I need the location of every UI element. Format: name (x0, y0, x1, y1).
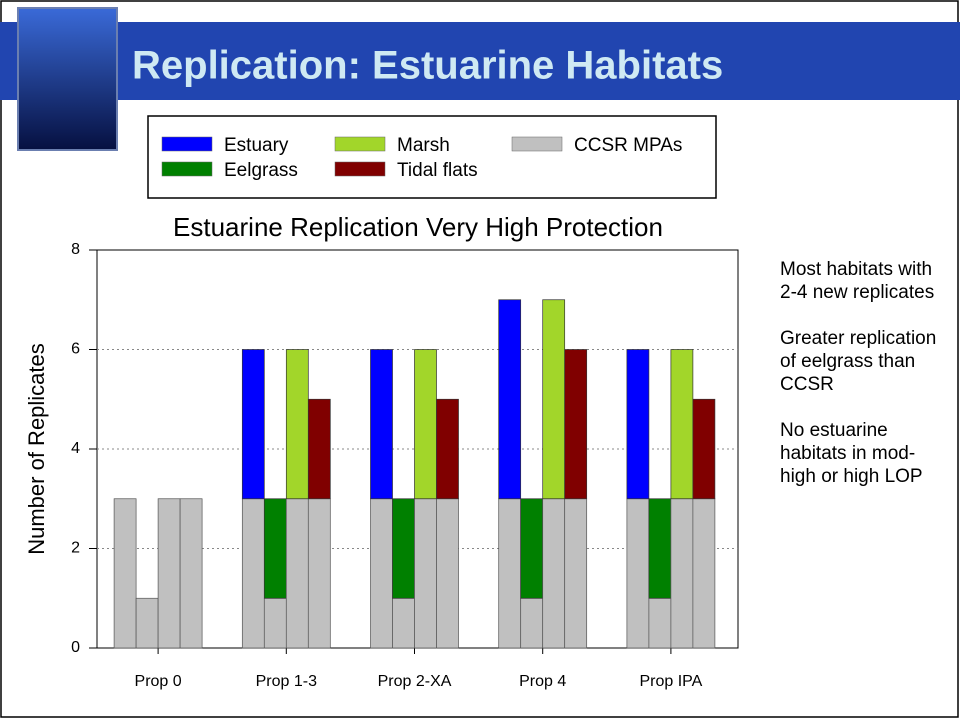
bar-baseline (157, 498, 181, 649)
x-tick-label: Prop 0 (135, 673, 182, 690)
chart-title: Estuarine Replication Very High Protecti… (173, 212, 663, 242)
y-tick-label: 2 (71, 540, 80, 557)
bar-baseline (648, 597, 672, 649)
legend-box (147, 115, 717, 199)
bar-new (648, 498, 672, 599)
bar-baseline (263, 597, 287, 649)
bar-baseline (692, 498, 716, 649)
bar-baseline (135, 597, 159, 649)
title-image (17, 7, 118, 151)
bar-baseline (498, 498, 522, 649)
bar-baseline (285, 498, 309, 649)
bar-baseline (307, 498, 331, 649)
bar-new (692, 398, 716, 500)
bar-baseline (520, 597, 544, 649)
bar-new (564, 349, 588, 500)
bar-baseline (179, 498, 203, 649)
slide-title: Replication: Estuarine Habitats (132, 44, 723, 88)
bar-baseline (626, 498, 650, 649)
bar-baseline (113, 498, 137, 649)
bar-baseline (670, 498, 694, 649)
bar-new (542, 299, 566, 500)
bar-new (670, 349, 694, 500)
y-axis-label: Number of Replicates (24, 343, 49, 555)
legend-swatch (334, 161, 386, 177)
bar-baseline (436, 498, 459, 649)
y-tick-label: 6 (71, 341, 80, 358)
x-tick-label: Prop IPA (639, 673, 702, 690)
bar-new (626, 349, 650, 500)
y-tick-label: 4 (71, 440, 80, 457)
legend-label: Tidal flats (397, 160, 478, 181)
x-tick-label: Prop 4 (519, 673, 566, 690)
bar-new (392, 498, 415, 599)
legend-label: Marsh (397, 135, 450, 156)
bar-baseline (241, 498, 265, 649)
notes: Most habitats with 2-4 new replicates Gre… (780, 258, 940, 511)
bar-new (520, 498, 544, 599)
bar-baseline (564, 498, 588, 649)
title-band (0, 22, 960, 100)
bar-new (414, 349, 437, 500)
bar-new (436, 398, 459, 500)
legend-swatch (161, 161, 213, 177)
x-tick-label: Prop 1-3 (256, 673, 317, 690)
legend-label: CCSR MPAs (574, 135, 682, 156)
bar-new (285, 349, 309, 500)
bar-new (498, 299, 522, 500)
bar-baseline (392, 597, 415, 649)
bar-baseline (370, 498, 393, 649)
legend-swatch (334, 136, 386, 152)
legend-swatch (161, 136, 213, 152)
legend-label: Eelgrass (224, 160, 298, 181)
note: No estuarine habitats in mod-high or hig… (780, 420, 923, 487)
legend-swatch (511, 136, 563, 152)
bar-new (263, 498, 287, 599)
y-tick-label: 8 (71, 241, 80, 258)
bar-baseline (414, 498, 437, 649)
bar-new (241, 349, 265, 500)
y-tick-label: 0 (71, 639, 80, 656)
bar-baseline (542, 498, 566, 649)
legend-label: Estuary (224, 135, 289, 156)
bar-new (307, 398, 331, 500)
note: Greater replication of eelgrass than CCS… (780, 328, 937, 395)
x-tick-label: Prop 2-XA (378, 673, 452, 690)
note: Most habitats with 2-4 new replicates (780, 259, 935, 303)
bar-new (370, 349, 393, 500)
